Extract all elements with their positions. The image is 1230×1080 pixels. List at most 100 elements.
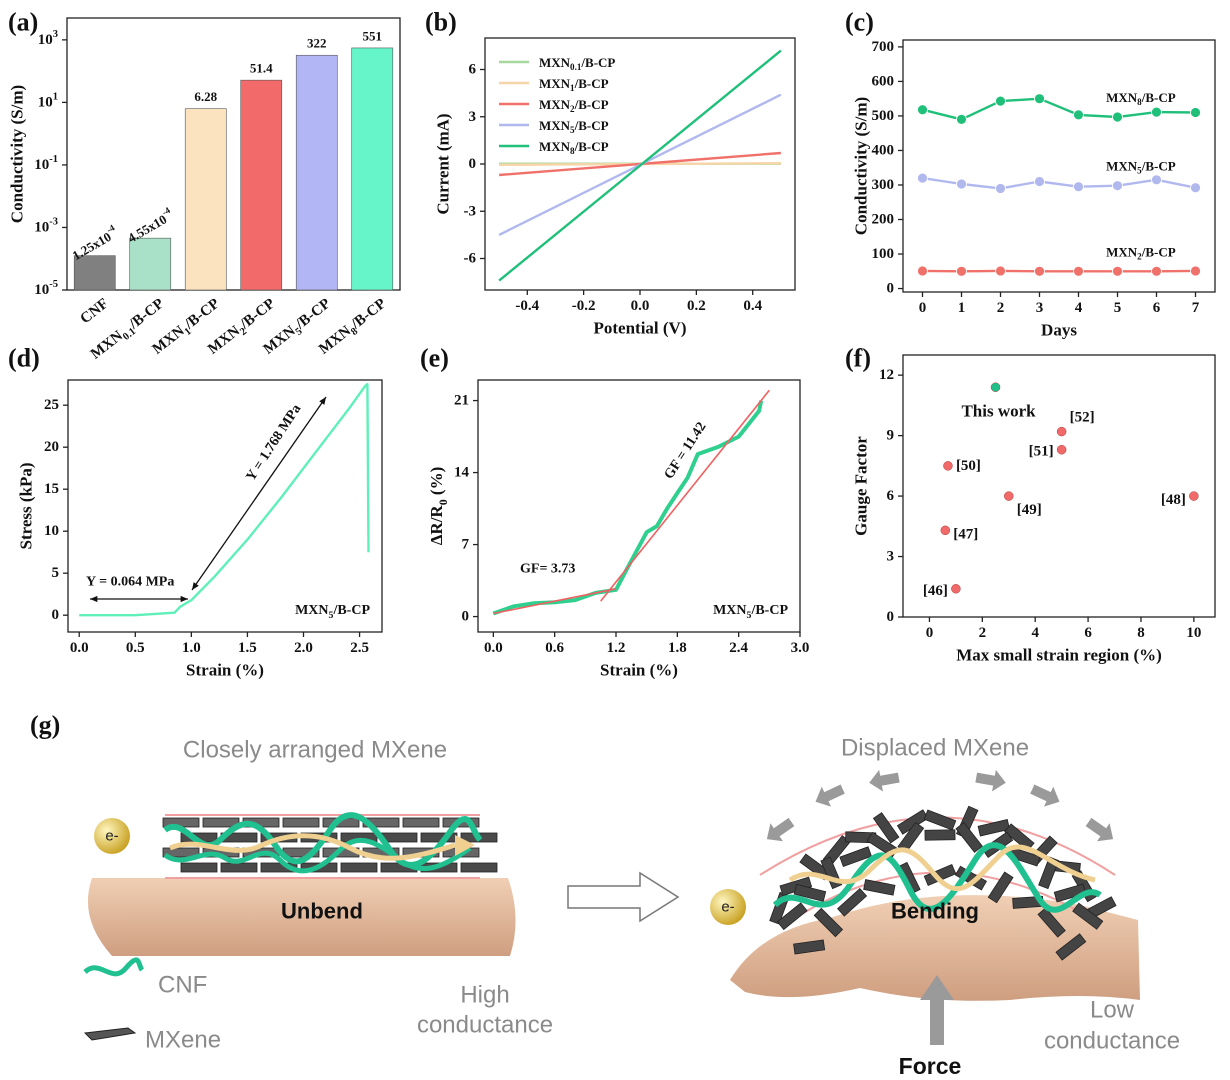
mxene-flake bbox=[813, 907, 844, 938]
y-tick-label: 300 bbox=[872, 177, 895, 193]
series-line bbox=[600, 389, 770, 602]
x-tick-label: 6 bbox=[1084, 625, 1092, 641]
x-tick-label: 3 bbox=[1036, 300, 1044, 316]
mxene-flake bbox=[202, 817, 240, 828]
y-tick-label: 101 bbox=[38, 91, 58, 110]
point bbox=[940, 525, 951, 536]
x-tick-label: 5 bbox=[1114, 300, 1122, 316]
point-label: [49] bbox=[1017, 502, 1042, 518]
bar bbox=[129, 237, 172, 291]
point bbox=[1056, 426, 1067, 437]
legend-label: CNF bbox=[158, 972, 207, 999]
displacement-arrow bbox=[1085, 817, 1114, 842]
y-tick-label: 5 bbox=[52, 565, 60, 581]
result-label: conductance bbox=[417, 1012, 553, 1039]
x-tick-label: 0.4 bbox=[743, 298, 762, 314]
mxene-flake bbox=[1053, 883, 1087, 903]
y-tick-label: 15 bbox=[44, 481, 59, 497]
y-tick-label: 0 bbox=[469, 156, 477, 172]
series-line bbox=[922, 176, 1196, 190]
plot-frame bbox=[67, 379, 383, 633]
y-tick-label: 20 bbox=[44, 439, 59, 455]
state-label: Bending bbox=[891, 899, 979, 924]
y-tick-label: 500 bbox=[872, 108, 895, 124]
electron-label: e- bbox=[721, 899, 734, 916]
x-tick-label: 1.0 bbox=[182, 640, 201, 656]
y-tick-label: 3 bbox=[887, 549, 895, 565]
mxene-flake bbox=[260, 862, 298, 873]
point-label: [47] bbox=[953, 526, 978, 542]
x-axis-title: Strain (%) bbox=[186, 661, 264, 680]
series-label: MXN2/B-CP bbox=[1106, 244, 1176, 261]
state-label: Unbend bbox=[281, 899, 363, 924]
legend-cnf-icon bbox=[83, 957, 145, 977]
mxene-flake bbox=[1055, 933, 1087, 961]
legend-label: MXN2/B-CP bbox=[539, 97, 609, 115]
arrow-head bbox=[455, 835, 475, 856]
point bbox=[956, 178, 967, 190]
mxene-flake bbox=[839, 846, 873, 867]
point bbox=[1034, 265, 1045, 277]
arrow-head bbox=[90, 595, 98, 603]
y-tick-label: 400 bbox=[872, 142, 895, 158]
x-tick-label: 2 bbox=[979, 625, 987, 641]
y-tick-label: 3 bbox=[469, 109, 477, 125]
mxene-flake bbox=[837, 888, 868, 917]
y-axis-title: Gauge Factor bbox=[852, 436, 871, 536]
x-tick-label: 1.8 bbox=[668, 640, 687, 656]
x-axis-title: Max small strain region (%) bbox=[956, 646, 1162, 665]
x-tick-label: 8 bbox=[1137, 625, 1145, 641]
y-tick-label: 12 bbox=[879, 367, 894, 383]
mxene-flake bbox=[282, 817, 320, 828]
point-label: [51] bbox=[1029, 444, 1054, 460]
point bbox=[1112, 180, 1123, 192]
mxene-flake bbox=[863, 879, 896, 896]
legend-label: MXene bbox=[145, 1027, 221, 1054]
electron bbox=[710, 889, 746, 925]
x-tick-label: 10 bbox=[1186, 625, 1201, 641]
mxene-flake bbox=[977, 819, 1011, 837]
y-tick-label: 700 bbox=[872, 39, 895, 55]
mxene-flake bbox=[872, 812, 900, 844]
mxene-flake bbox=[955, 821, 983, 853]
transition-arrow bbox=[567, 871, 680, 923]
point bbox=[1073, 181, 1084, 193]
x-tick-label: 0 bbox=[926, 625, 934, 641]
result-label: High bbox=[460, 982, 509, 1009]
series-label: This work bbox=[961, 402, 1036, 421]
panel-label: (a) bbox=[8, 8, 38, 37]
mxene-flake bbox=[793, 883, 827, 902]
series-label: MXN5/B-CP bbox=[295, 603, 370, 622]
y-tick-label: 200 bbox=[872, 212, 895, 228]
y-tick-label: 10-1 bbox=[34, 154, 58, 173]
y-tick-label: 7 bbox=[462, 537, 470, 553]
y-axis-title: Conductivity (S/m) bbox=[852, 97, 871, 235]
y-tick-label: 600 bbox=[872, 73, 895, 89]
bar bbox=[240, 79, 283, 291]
plot-frame bbox=[477, 379, 801, 633]
y-axis-title: Current (mA) bbox=[434, 113, 453, 214]
panel-label: (d) bbox=[8, 344, 40, 373]
point-label: [46] bbox=[923, 583, 948, 599]
x-tick-label: 3.0 bbox=[791, 640, 810, 656]
x-tick-label: 0.0 bbox=[484, 640, 503, 656]
cnf-fiber bbox=[772, 842, 1102, 913]
y-tick-label: 0 bbox=[887, 609, 895, 625]
chart-panel: (b) -6 -3 0 3 6 -0.4 -0.2 0.0 0.2 0.4 Potential (V)… bbox=[425, 8, 796, 338]
annotation-arrow bbox=[191, 396, 327, 591]
bar bbox=[184, 108, 227, 291]
point bbox=[917, 104, 928, 116]
point bbox=[995, 265, 1006, 277]
point-label: [52] bbox=[1070, 410, 1095, 426]
mxene-flake bbox=[1072, 902, 1104, 930]
y-tick-label: 9 bbox=[887, 428, 895, 444]
arrow-head bbox=[319, 397, 326, 405]
y-tick-label: 103 bbox=[38, 29, 58, 48]
legend-label: MXN1/B-CP bbox=[539, 76, 609, 94]
series-line bbox=[922, 97, 1196, 121]
y-tick-label: 6 bbox=[469, 62, 477, 78]
x-tick-label: 0.0 bbox=[70, 640, 89, 656]
series-label: MXN8/B-CP bbox=[1106, 89, 1176, 107]
point bbox=[956, 113, 967, 125]
